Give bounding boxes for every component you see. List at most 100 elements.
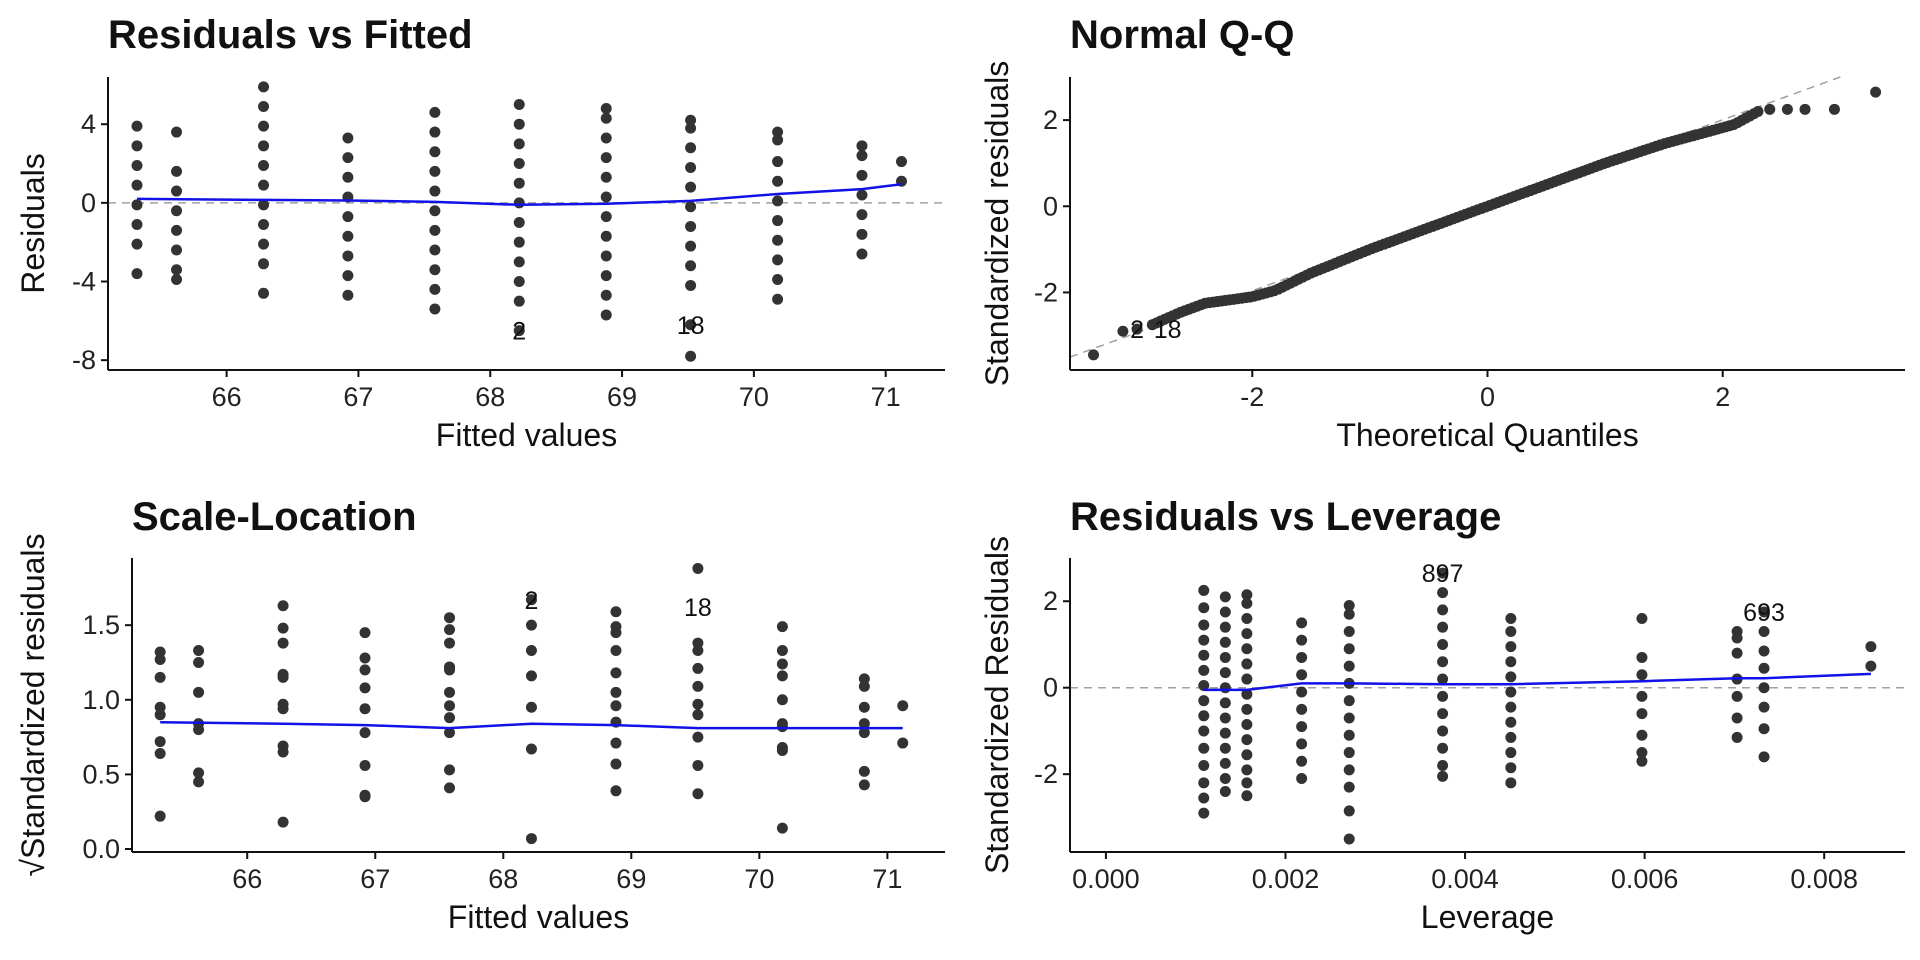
- data-point: [1758, 606, 1770, 618]
- data-point: [858, 765, 870, 777]
- data-point: [1343, 643, 1355, 655]
- data-point: [1088, 349, 1100, 361]
- data-point: [1241, 790, 1253, 802]
- data-point: [685, 319, 697, 331]
- data-point: [131, 140, 143, 152]
- data-point: [1296, 755, 1308, 767]
- data-point: [513, 256, 525, 268]
- data-point: [1241, 777, 1253, 789]
- data-point: [258, 159, 270, 171]
- data-point: [277, 703, 289, 715]
- data-points: [154, 562, 909, 845]
- data-point: [610, 700, 622, 712]
- data-point: [513, 217, 525, 229]
- data-point: [1437, 690, 1449, 702]
- data-point: [1343, 729, 1355, 741]
- y-tick-label: 0.0: [82, 834, 120, 864]
- x-tick-label: 0: [1480, 382, 1495, 412]
- x-tick-label: 0.008: [1790, 864, 1858, 894]
- data-point: [1198, 777, 1210, 789]
- y-tick-label: -8: [72, 345, 96, 375]
- data-point: [685, 279, 697, 291]
- data-point: [525, 743, 537, 755]
- data-point: [258, 218, 270, 230]
- data-point: [1198, 619, 1210, 631]
- data-point: [610, 758, 622, 770]
- data-point: [525, 594, 537, 606]
- data-points: [1088, 86, 1882, 361]
- data-point: [685, 142, 697, 154]
- data-point: [1758, 723, 1770, 735]
- data-point: [1505, 626, 1517, 637]
- data-point: [600, 152, 612, 164]
- data-point: [193, 776, 205, 788]
- data-point: [600, 211, 612, 223]
- data-point: [171, 224, 183, 236]
- x-tick-label: 70: [744, 864, 774, 894]
- data-point: [1198, 695, 1210, 707]
- data-point: [897, 700, 909, 712]
- data-point: [193, 656, 205, 668]
- data-point: [685, 350, 697, 362]
- data-point: [600, 102, 612, 114]
- data-point: [858, 727, 870, 739]
- data-point: [856, 189, 868, 201]
- point-annotation: 18: [684, 594, 712, 622]
- data-point: [1198, 760, 1210, 772]
- data-point: [359, 652, 371, 664]
- data-point: [258, 179, 270, 191]
- data-point: [772, 126, 784, 138]
- data-point: [1219, 785, 1231, 797]
- data-point: [772, 215, 784, 227]
- data-point: [1241, 643, 1253, 655]
- data-point: [359, 759, 371, 771]
- data-point: [429, 224, 441, 236]
- data-point: [1437, 770, 1449, 782]
- data-point: [258, 258, 270, 270]
- x-axis-label: Theoretical Quantiles: [1336, 417, 1638, 453]
- data-point: [692, 680, 704, 692]
- data-point: [685, 240, 697, 252]
- data-point: [154, 736, 166, 748]
- data-point: [685, 201, 697, 213]
- data-point: [444, 637, 456, 649]
- data-point: [692, 731, 704, 743]
- residuals-vs-leverage-panel: Residuals vs Leverage 0.000 0.002 0.004 0.00…: [979, 495, 1905, 935]
- y-tick-label: 0: [1043, 191, 1058, 221]
- data-point: [1865, 660, 1877, 672]
- data-point: [692, 562, 704, 574]
- data-point: [1437, 604, 1449, 616]
- data-point: [444, 624, 456, 636]
- x-tick-label: 71: [872, 864, 902, 894]
- data-point: [772, 195, 784, 207]
- x-tick-label: 71: [871, 382, 901, 412]
- data-point: [277, 622, 289, 634]
- data-point: [1752, 105, 1764, 117]
- data-point: [359, 627, 371, 639]
- data-point: [1758, 626, 1770, 637]
- data-point: [429, 205, 441, 217]
- data-point: [856, 169, 868, 181]
- data-point: [1198, 807, 1210, 819]
- point-annotation: 693: [1743, 599, 1785, 627]
- data-point: [1731, 731, 1743, 743]
- data-point: [131, 179, 143, 191]
- data-point: [131, 159, 143, 171]
- data-point: [1241, 628, 1253, 640]
- data-point: [171, 264, 183, 276]
- data-point: [513, 177, 525, 189]
- x-axis-label: Leverage: [1421, 899, 1554, 935]
- x-tick-label: 70: [739, 382, 769, 412]
- x-tick-label: 69: [616, 864, 646, 894]
- data-point: [692, 645, 704, 657]
- data-point: [1343, 833, 1355, 845]
- x-tick-label: -2: [1240, 382, 1264, 412]
- data-point: [1731, 632, 1743, 644]
- data-point: [610, 645, 622, 657]
- data-point: [776, 621, 788, 633]
- data-point: [258, 120, 270, 132]
- data-point: [154, 709, 166, 721]
- data-point: [513, 138, 525, 150]
- data-point: [1437, 587, 1449, 599]
